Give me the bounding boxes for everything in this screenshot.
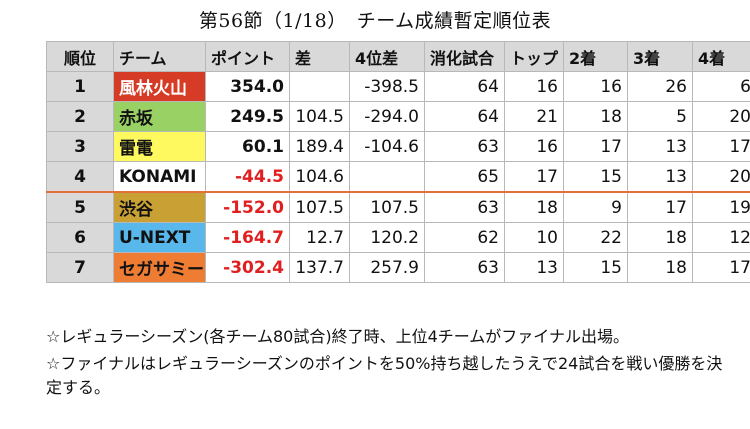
second-place-count: 17 [563, 131, 628, 162]
note-qualification: ☆レギュラーシーズン(各チーム80試合)終了時、上位4チームがファイナル出場。 [46, 327, 629, 346]
standing-rank: 5 [46, 191, 114, 223]
header-row: 順位 チーム ポイント 差 4位差 消化試合 トップ 2着 3着 4着 [46, 41, 750, 72]
diff-to-4th: 257.9 [349, 252, 425, 283]
header-top: トップ [504, 41, 564, 72]
standing-rank: 4 [46, 161, 114, 193]
standing-rank: 7 [46, 252, 114, 283]
first-place-count: 13 [504, 252, 564, 283]
point-diff: 104.6 [289, 161, 350, 193]
second-place-count: 9 [563, 191, 628, 223]
header-games: 消化試合 [424, 41, 505, 72]
third-place-count: 26 [627, 71, 693, 102]
fourth-place-count: 6 [692, 71, 750, 102]
first-place-count: 21 [504, 101, 564, 132]
diff-to-4th: -294.0 [349, 101, 425, 132]
table-row: 5 渋谷 -152.0 107.5 107.5 63 18 9 17 19 [46, 191, 750, 223]
header-diff-4th: 4位差 [349, 41, 425, 72]
games-played: 63 [424, 191, 505, 223]
point-diff: 189.4 [289, 131, 350, 162]
diff-to-4th: 120.2 [349, 222, 425, 253]
second-place-count: 22 [563, 222, 628, 253]
games-played: 65 [424, 161, 505, 193]
standing-rank: 3 [46, 131, 114, 162]
header-rank: 順位 [46, 41, 114, 72]
team-points: 249.5 [205, 101, 290, 132]
header-fourth: 4着 [692, 41, 750, 72]
team-points: 60.1 [205, 131, 290, 162]
header-points: ポイント [205, 41, 290, 72]
header-diff: 差 [289, 41, 350, 72]
team-name: 雷電 [113, 131, 206, 162]
games-played: 63 [424, 252, 505, 283]
standing-rank: 2 [46, 101, 114, 132]
point-diff: 107.5 [289, 191, 350, 223]
team-points: -152.0 [205, 191, 290, 223]
header-team: チーム [113, 41, 206, 72]
third-place-count: 17 [627, 191, 693, 223]
team-name: 渋谷 [113, 191, 206, 223]
diff-to-4th [349, 161, 425, 193]
team-name: セガサミー [113, 252, 206, 283]
table-title: 第56節（1/18） チーム成績暫定順位表 [198, 10, 552, 32]
table-row: 1 風林火山 354.0 -398.5 64 16 16 26 6 [46, 71, 750, 102]
diff-to-4th: -398.5 [349, 71, 425, 102]
third-place-count: 13 [627, 131, 693, 162]
point-diff: 12.7 [289, 222, 350, 253]
diff-to-4th: 107.5 [349, 191, 425, 223]
games-played: 64 [424, 71, 505, 102]
header-third: 3着 [627, 41, 693, 72]
standings-table: 順位 チーム ポイント 差 4位差 消化試合 トップ 2着 3着 4着 1 風林火… [46, 41, 750, 283]
table-row: 2 赤坂 249.5 104.5 -294.0 64 21 18 5 20 [46, 101, 750, 132]
fourth-place-count: 12 [692, 222, 750, 253]
third-place-count: 13 [627, 161, 693, 193]
fourth-place-count: 20 [692, 161, 750, 193]
second-place-count: 16 [563, 71, 628, 102]
fourth-place-count: 19 [692, 191, 750, 223]
first-place-count: 17 [504, 161, 564, 193]
first-place-count: 16 [504, 71, 564, 102]
third-place-count: 18 [627, 222, 693, 253]
header-second: 2着 [563, 41, 628, 72]
team-name: KONAMI [113, 161, 206, 193]
note-final-rules: ☆ファイナルはレギュラーシーズンのポイントを50%持ち越したうえで24試合を戦い… [46, 354, 723, 397]
team-points: 354.0 [205, 71, 290, 102]
first-place-count: 10 [504, 222, 564, 253]
first-place-count: 16 [504, 131, 564, 162]
first-place-count: 18 [504, 191, 564, 223]
standing-rank: 1 [46, 71, 114, 102]
point-diff: 137.7 [289, 252, 350, 283]
fourth-place-count: 20 [692, 101, 750, 132]
team-name: 風林火山 [113, 71, 206, 102]
diff-to-4th: -104.6 [349, 131, 425, 162]
point-diff: 104.5 [289, 101, 350, 132]
games-played: 63 [424, 131, 505, 162]
fourth-place-count: 17 [692, 252, 750, 283]
second-place-count: 15 [563, 161, 628, 193]
team-name: U-NEXT [113, 222, 206, 253]
table-row: 6 U-NEXT -164.7 12.7 120.2 62 10 22 18 12 [46, 222, 750, 253]
team-points: -164.7 [205, 222, 290, 253]
third-place-count: 18 [627, 252, 693, 283]
team-name: 赤坂 [113, 101, 206, 132]
team-points: -302.4 [205, 252, 290, 283]
games-played: 62 [424, 222, 505, 253]
fourth-place-count: 17 [692, 131, 750, 162]
table-row: 4 KONAMI -44.5 104.6 65 17 15 13 20 [46, 161, 750, 193]
second-place-count: 15 [563, 252, 628, 283]
point-diff [289, 71, 350, 102]
table-row: 3 雷電 60.1 189.4 -104.6 63 16 17 13 17 [46, 131, 750, 162]
team-points: -44.5 [205, 161, 290, 193]
games-played: 64 [424, 101, 505, 132]
second-place-count: 18 [563, 101, 628, 132]
table-row: 7 セガサミー -302.4 137.7 257.9 63 13 15 18 17 [46, 252, 750, 283]
standing-rank: 6 [46, 222, 114, 253]
third-place-count: 5 [627, 101, 693, 132]
